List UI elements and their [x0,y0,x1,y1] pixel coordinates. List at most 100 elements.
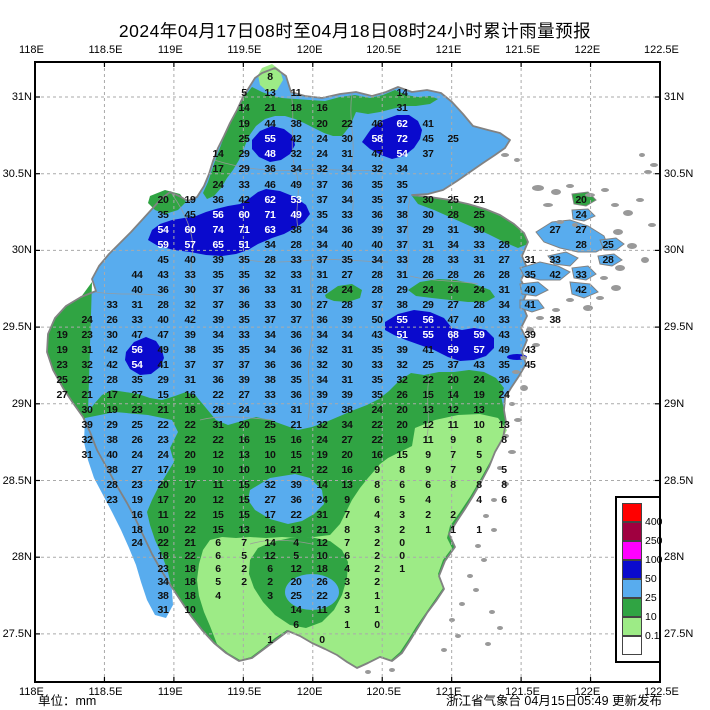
rainfall-value: 28 [447,208,459,221]
rainfall-value: 31 [341,343,353,356]
rainfall-value: 31 [316,508,328,521]
rainfall-value: 4 [293,536,299,549]
rainfall-value: 19 [316,448,328,461]
rainfall-value: 9 [374,463,380,476]
rainfall-value: 24 [575,208,587,221]
rainfall-value: 26 [106,313,118,326]
rainfall-value: 41 [157,358,169,371]
rainfall-value: 7 [344,508,350,521]
rainfall-value: 24 [473,373,485,386]
rainfall-value: 72 [396,132,408,145]
lon-label-bottom: 120.5E [366,686,402,698]
rainfall-value: 28 [290,238,302,251]
rainfall-value: 36 [341,223,353,236]
rainfall-value: 31 [524,253,536,266]
rainfall-value: 19 [56,328,68,341]
rainfall-value: 38 [264,373,276,386]
lat-label-left: 30.5N [2,167,32,180]
rainfall-value: 22 [371,433,383,446]
rainfall-value: 9 [476,463,482,476]
rainfall-value: 6 [215,549,221,562]
lat-label-right: 28N [664,551,685,564]
rainfall-value: 41 [524,298,536,311]
rainfall-value: 34 [212,328,224,341]
rainfall-value: 37 [422,147,434,160]
rainfall-value: 30 [473,223,485,236]
rainfall-value: 34 [264,328,276,341]
rainfall-value: 11 [212,478,224,491]
legend-swatch [622,598,642,617]
rainfall-value: 26 [131,433,143,446]
rainfall-value: 0 [399,549,405,562]
rainfall-value: 22 [184,508,196,521]
rainfall-value: 60 [184,223,196,236]
rainfall-value: 24 [316,147,328,160]
rainfall-value: 49 [157,343,169,356]
rainfall-value: 31 [212,418,224,431]
rainfall-value: 35 [341,253,353,266]
rainfall-value: 21 [157,403,169,416]
rainfall-value: 25 [447,132,459,145]
rainfall-value: 43 [524,343,536,356]
rainfall-value: 32 [371,162,383,175]
rainfall-value: 26 [396,388,408,401]
rainfall-value: 18 [290,101,302,114]
legend-value: 400 [645,516,663,528]
rainfall-value: 25 [131,418,143,431]
lat-label-left: 28N [11,551,32,564]
rainfall-value: 35 [238,253,250,266]
rainfall-value: 28 [602,253,614,266]
rainfall-value: 32 [264,478,276,491]
rainfall-value: 59 [157,238,169,251]
rainfall-value: 40 [371,238,383,251]
rainfall-value: 24 [498,388,510,401]
rainfall-value: 27 [341,268,353,281]
rainfall-value: 53 [290,193,302,206]
rainfall-value: 36 [238,298,250,311]
rainfall-value: 27 [316,298,328,311]
islet [536,316,544,320]
rainfall-value: 32 [396,358,408,371]
lat-label-right: 31N [664,91,685,103]
islet [566,298,574,302]
rainfall-value: 34 [341,193,353,206]
islet [601,188,609,192]
rainfall-value: 11 [422,433,434,446]
rainfall-value: 28 [371,283,383,296]
unit-label: 单位：mm [38,694,97,708]
islet [611,285,621,291]
rainfall-value: 54 [131,358,143,371]
rainfall-value: 33 [575,268,587,281]
graticule [35,62,660,682]
legend-swatch [622,503,642,522]
rainfall-value: 10 [238,463,250,476]
islet [596,296,604,300]
rainfall-value: 15 [212,523,224,536]
rainfall-value: 23 [131,478,143,491]
islet [501,153,509,157]
rainfall-value: 5 [215,575,221,588]
lon-label-top: 118E [19,44,44,56]
page-title: 2024年04月17日08时至04月18日08时24小时累计雨量预报 [118,21,592,41]
rainfall-value: 5 [241,86,247,99]
rainfall-value: 31 [290,403,302,416]
rainfall-value: 54 [396,147,408,160]
lon-label-bottom: 122E [574,686,601,698]
rainfall-value: 55 [422,328,434,341]
rainfall-value: 20 [396,403,408,416]
islet [556,220,564,224]
rainfall-value: 2 [450,508,456,521]
legend: 400 250 100 50 25 10 0.1 [615,496,663,663]
rainfall-value: 57 [473,343,485,356]
rainfall-value: 13 [473,403,485,416]
rainfall-value: 14 [264,536,276,549]
rainfall-value: 39 [238,373,250,386]
rainfall-value: 36 [238,283,250,296]
rain-region-darkblue-n1 [252,126,295,162]
rainfall-value: 35 [290,373,302,386]
islet [497,626,503,630]
lon-label-bottom: 119.5E [227,686,262,698]
rainfall-value: 31 [157,603,169,616]
rainfall-value: 34 [371,253,383,266]
rainfall-value: 32 [184,298,196,311]
